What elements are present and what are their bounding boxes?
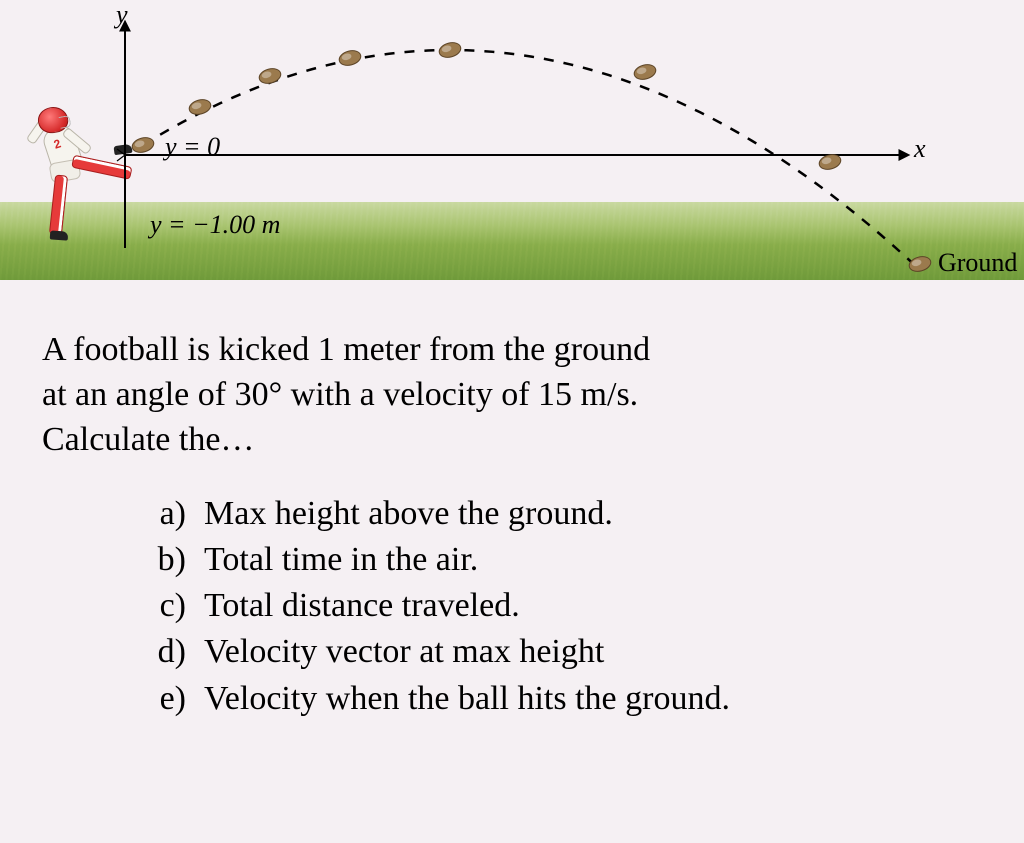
option-letter: d)	[140, 629, 204, 675]
problem-line: A football is kicked 1 meter from the gr…	[42, 328, 982, 373]
option-letter: b)	[140, 537, 204, 583]
option-text: Max height above the ground.	[204, 491, 613, 537]
option-text: Velocity when the ball hits the ground.	[204, 676, 730, 722]
option-text: Total time in the air.	[204, 537, 478, 583]
option-d: d) Velocity vector at max height	[140, 629, 1024, 675]
option-letter: a)	[140, 491, 204, 537]
option-a: a) Max height above the ground.	[140, 491, 1024, 537]
option-text: Velocity vector at max height	[204, 629, 604, 675]
axis-y-label: y	[116, 0, 128, 30]
option-c: c) Total distance traveled.	[140, 583, 1024, 629]
option-letter: c)	[140, 583, 204, 629]
problem-line: Calculate the…	[42, 418, 982, 463]
option-text: Total distance traveled.	[204, 583, 520, 629]
figure-area: 2 y x y = 0 y = −1.00 m Ground	[0, 0, 1024, 280]
option-e: e) Velocity when the ball hits the groun…	[140, 676, 1024, 722]
option-b: b) Total time in the air.	[140, 537, 1024, 583]
option-letter: e)	[140, 676, 204, 722]
problem-line: at an angle of 30° with a velocity of 15…	[42, 373, 982, 418]
y-zero-label: y = 0	[165, 132, 220, 162]
problem-statement: A football is kicked 1 meter from the gr…	[0, 280, 1024, 463]
axis-x-label: x	[914, 134, 926, 164]
y-ground-value-label: y = −1.00 m	[150, 210, 280, 240]
ground-label: Ground	[938, 248, 1017, 278]
options-list: a) Max height above the ground. b) Total…	[0, 463, 1024, 722]
